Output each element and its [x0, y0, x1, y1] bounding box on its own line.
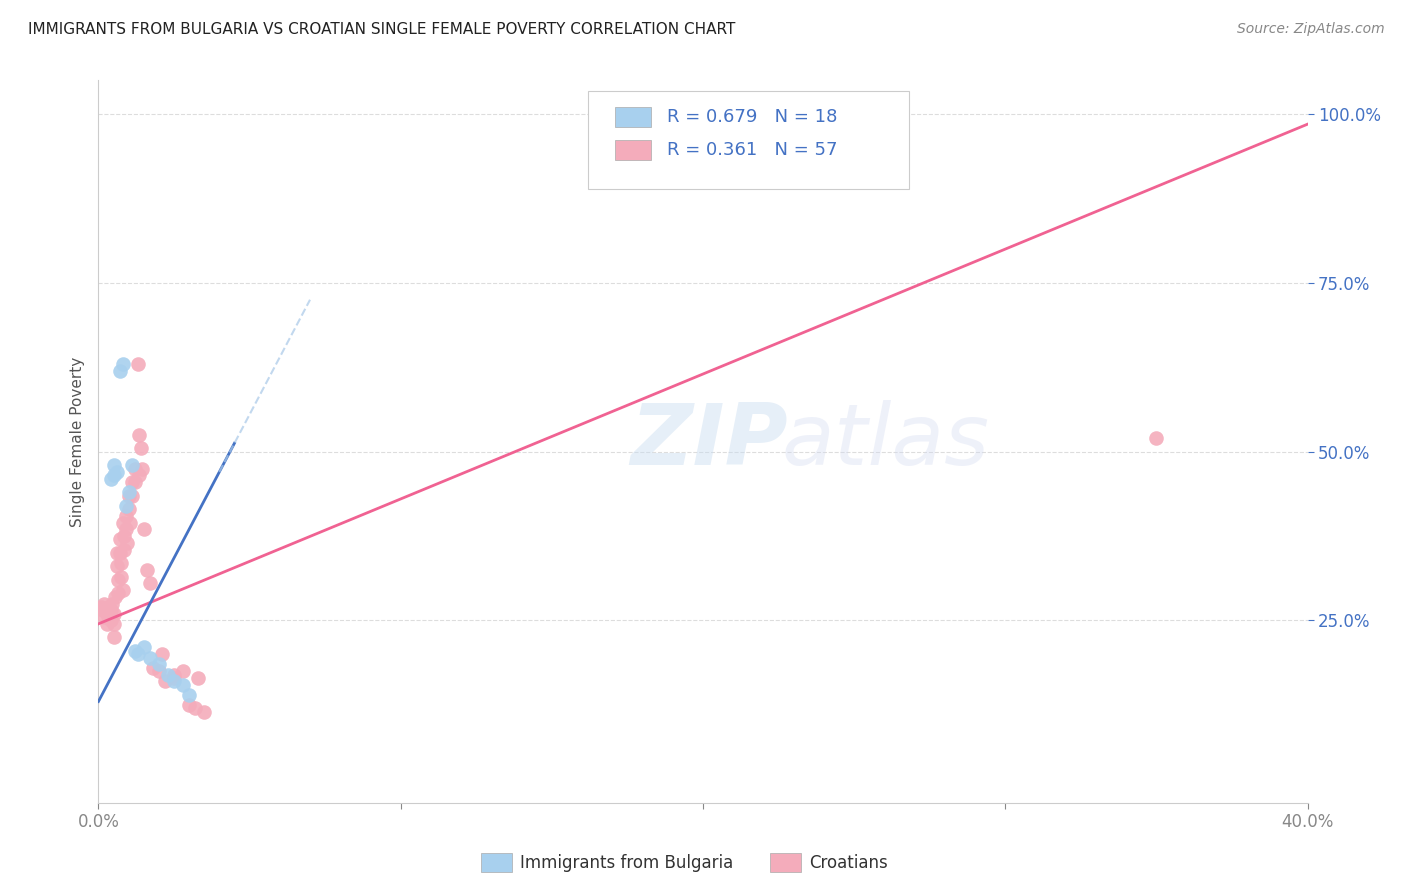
Point — [100, 603, 122, 617]
Point — [108, 533, 131, 547]
Point — [193, 705, 215, 719]
Point — [153, 674, 176, 689]
Point — [172, 664, 194, 678]
Point — [107, 573, 129, 587]
Point — [121, 489, 143, 503]
Point — [163, 671, 186, 685]
Point — [108, 364, 131, 378]
Point — [104, 590, 127, 604]
Point — [103, 631, 125, 645]
Point — [93, 597, 115, 611]
Point — [128, 427, 150, 442]
Point — [128, 468, 150, 483]
Point — [91, 603, 114, 617]
Text: R = 0.361   N = 57: R = 0.361 N = 57 — [666, 141, 837, 159]
Point — [118, 485, 141, 500]
Point — [103, 458, 125, 472]
Point — [132, 640, 155, 655]
Point — [131, 461, 153, 475]
Point — [179, 688, 201, 702]
Point — [112, 542, 135, 557]
Text: Croatians: Croatians — [808, 854, 887, 871]
Text: R = 0.679   N = 18: R = 0.679 N = 18 — [666, 108, 837, 126]
Text: atlas: atlas — [782, 400, 990, 483]
Point — [1146, 431, 1168, 445]
Point — [110, 569, 132, 583]
Point — [103, 616, 125, 631]
Point — [129, 442, 152, 456]
Point — [103, 468, 125, 483]
Text: ZIP: ZIP — [630, 400, 789, 483]
Point — [124, 475, 146, 489]
Point — [90, 599, 112, 614]
Point — [142, 661, 165, 675]
Point — [103, 607, 125, 621]
Text: IMMIGRANTS FROM BULGARIA VS CROATIAN SINGLE FEMALE POVERTY CORRELATION CHART: IMMIGRANTS FROM BULGARIA VS CROATIAN SIN… — [28, 22, 735, 37]
Point — [111, 516, 134, 530]
Point — [114, 522, 136, 536]
Point — [111, 583, 134, 598]
Point — [124, 644, 146, 658]
Point — [127, 647, 149, 661]
Point — [124, 461, 146, 475]
Point — [163, 674, 186, 689]
Point — [132, 522, 155, 536]
Text: Immigrants from Bulgaria: Immigrants from Bulgaria — [520, 854, 734, 871]
Point — [100, 472, 122, 486]
Point — [150, 647, 173, 661]
Point — [184, 701, 207, 715]
Point — [179, 698, 201, 712]
Point — [110, 556, 132, 570]
Point — [114, 499, 136, 513]
Point — [93, 610, 115, 624]
Point — [105, 546, 128, 560]
Point — [156, 667, 179, 681]
Point — [172, 678, 194, 692]
Point — [101, 597, 124, 611]
Point — [135, 563, 157, 577]
Point — [120, 516, 142, 530]
Text: Source: ZipAtlas.com: Source: ZipAtlas.com — [1237, 22, 1385, 37]
Point — [108, 546, 131, 560]
Point — [121, 458, 143, 472]
Point — [127, 357, 149, 371]
Point — [187, 671, 209, 685]
Y-axis label: Single Female Poverty: Single Female Poverty — [69, 357, 84, 526]
Point — [139, 650, 162, 665]
Point — [118, 502, 141, 516]
Point — [114, 508, 136, 523]
Point — [139, 576, 162, 591]
Point — [98, 599, 121, 614]
Point — [96, 616, 118, 631]
Point — [105, 465, 128, 479]
Point — [115, 536, 138, 550]
Point — [723, 107, 745, 121]
Point — [121, 475, 143, 489]
Point — [107, 586, 129, 600]
Point — [112, 529, 135, 543]
FancyBboxPatch shape — [588, 91, 908, 189]
Point — [118, 489, 141, 503]
Point — [148, 664, 170, 678]
Point — [111, 357, 134, 371]
FancyBboxPatch shape — [614, 107, 651, 128]
FancyBboxPatch shape — [614, 139, 651, 160]
Point — [96, 607, 118, 621]
Point — [148, 657, 170, 672]
Point — [105, 559, 128, 574]
Point — [163, 667, 186, 681]
Point — [100, 614, 122, 628]
